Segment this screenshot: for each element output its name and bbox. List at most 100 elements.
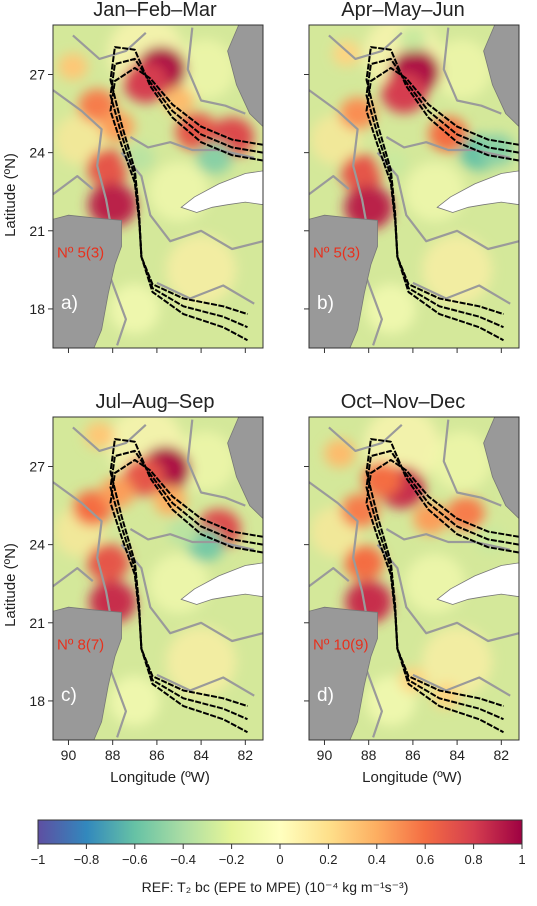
field-patch [149, 161, 209, 222]
colorbar-tick-label: 0.6 [416, 852, 434, 867]
x-axis-label-left: Longitude (ºW) [110, 769, 210, 786]
field-hotspot [324, 439, 356, 468]
bathymetry-contour [309, 566, 350, 588]
y-tick-label: 21 [29, 223, 45, 239]
panel-frame [308, 24, 520, 349]
bathymetry-contour [72, 423, 147, 452]
field-patch [431, 39, 492, 100]
bathymetry-contour [442, 27, 502, 115]
x-tick-label: 86 [405, 747, 421, 763]
bathymetry-contour [309, 481, 383, 738]
colorbar-tick-label: 1 [518, 852, 525, 867]
land-yucatan [309, 214, 378, 348]
panel-frame [308, 416, 520, 741]
y-axis-label-bottom: Latitude (ºN) [2, 543, 19, 627]
land-cuba [180, 170, 263, 213]
x-axis-label-right: Longitude (ºW) [362, 769, 462, 786]
x-tick-label: 90 [61, 747, 77, 763]
panel-letter: c) [61, 685, 77, 706]
bathymetry-contour [53, 89, 128, 346]
field-hotspot [381, 72, 427, 114]
current-streamline [109, 67, 263, 316]
land-yucatan [309, 606, 378, 740]
bathymetry-contour [442, 419, 502, 507]
land-florida [227, 25, 263, 128]
panel-b: Apr–May–Jun Nº 5(3) b) [304, 0, 520, 353]
field-layer [310, 25, 515, 334]
field-patch [365, 283, 416, 334]
map-area [309, 25, 519, 348]
y-tick-label: 24 [29, 145, 45, 161]
field-hotspot [99, 477, 135, 509]
field-hotspot [123, 61, 169, 103]
bathymetry-contour [186, 27, 246, 115]
field-hotspot [122, 457, 165, 496]
current-streamline [365, 438, 519, 734]
land-cuba [436, 170, 519, 213]
count-label: Nº 10(9) [313, 637, 369, 654]
current-streamline [109, 57, 263, 329]
bathymetry-contour [412, 673, 511, 697]
field-patch [54, 114, 105, 165]
y-tick-label: 18 [29, 301, 45, 317]
bathymetry-contour [186, 419, 246, 507]
y-tick-label: 27 [29, 458, 45, 474]
land-florida [483, 25, 519, 128]
x-tick-label: 90 [317, 747, 333, 763]
field-patch [405, 161, 465, 222]
map-area [309, 417, 519, 740]
colorbar-tick-label: −0.6 [122, 852, 148, 867]
count-label: Nº 5(3) [57, 245, 104, 262]
x-tick-label: 82 [238, 747, 254, 763]
panel-title: Apr–May–Jun [341, 0, 464, 21]
land-florida [227, 417, 263, 520]
bathymetry-contour [156, 673, 255, 697]
panel-title: Jul–Aug–Sep [96, 391, 215, 413]
y-tick-label: 24 [29, 537, 45, 553]
field-hotspot [87, 543, 130, 582]
field-hotspot [447, 496, 485, 531]
panel-frame [52, 416, 264, 741]
bathymetry-contour [328, 31, 403, 61]
field-hotspot [78, 88, 117, 123]
bathymetry-contour [120, 151, 263, 251]
x-tick-label: 86 [149, 747, 165, 763]
panel-d: Oct–Nov–Dec 90 88 86 84 82 Nº 10(9) d) [304, 391, 520, 763]
colorbar: −1 −0.8 −0.6 −0.4 −0.2 0 0.2 0.4 0.6 0.8 1 REF: T₂… [31, 819, 526, 895]
colorbar-ticks: −1 −0.8 −0.6 −0.4 −0.2 0 0.2 0.4 0.6 0.8 1 [31, 844, 526, 867]
panel-letter: d) [317, 685, 334, 706]
colorbar-tick-label: 0 [276, 852, 283, 867]
land-yucatan [53, 606, 122, 740]
current-streamline [109, 459, 263, 708]
bathymetry-contour [156, 281, 255, 305]
bathymetry-contour [412, 281, 511, 305]
field-hotspot [344, 545, 384, 581]
x-tick-label: 84 [449, 747, 465, 763]
field-patch [109, 283, 160, 334]
map-area [53, 417, 263, 740]
colorbar-tick-label: 0.4 [368, 852, 386, 867]
panel-letter: b) [317, 293, 334, 314]
land-cuba [436, 562, 519, 605]
colorbar-tick-label: 0.2 [319, 852, 337, 867]
field-hotspot [163, 86, 195, 115]
current-streamline [109, 46, 263, 342]
field-hotspot [362, 461, 402, 498]
x-tick-label: 84 [193, 747, 209, 763]
panel-title: Oct–Nov–Dec [341, 391, 466, 413]
colorbar-label: REF: T₂ bc (EPE to MPE) (10⁻⁴ kg m⁻¹s⁻³) [142, 879, 409, 895]
field-hotspot [341, 493, 379, 528]
x-tick-label: 88 [361, 747, 377, 763]
y-tick-label: 21 [29, 615, 45, 631]
panel-a: Jan–Feb–Mar 27 24 21 18 Nº 5(3) a) [29, 0, 264, 353]
field-hotspot [398, 25, 428, 52]
panel-letter: a) [61, 293, 78, 314]
bathymetry-contour [120, 543, 263, 643]
count-label: Nº 8(7) [57, 637, 104, 654]
current-streamline [365, 449, 519, 721]
field-hotspot [340, 154, 384, 193]
y-axis-label-top: Latitude (ºN) [2, 153, 19, 237]
colorbar-gradient [37, 819, 523, 845]
field-hotspot [378, 149, 408, 177]
